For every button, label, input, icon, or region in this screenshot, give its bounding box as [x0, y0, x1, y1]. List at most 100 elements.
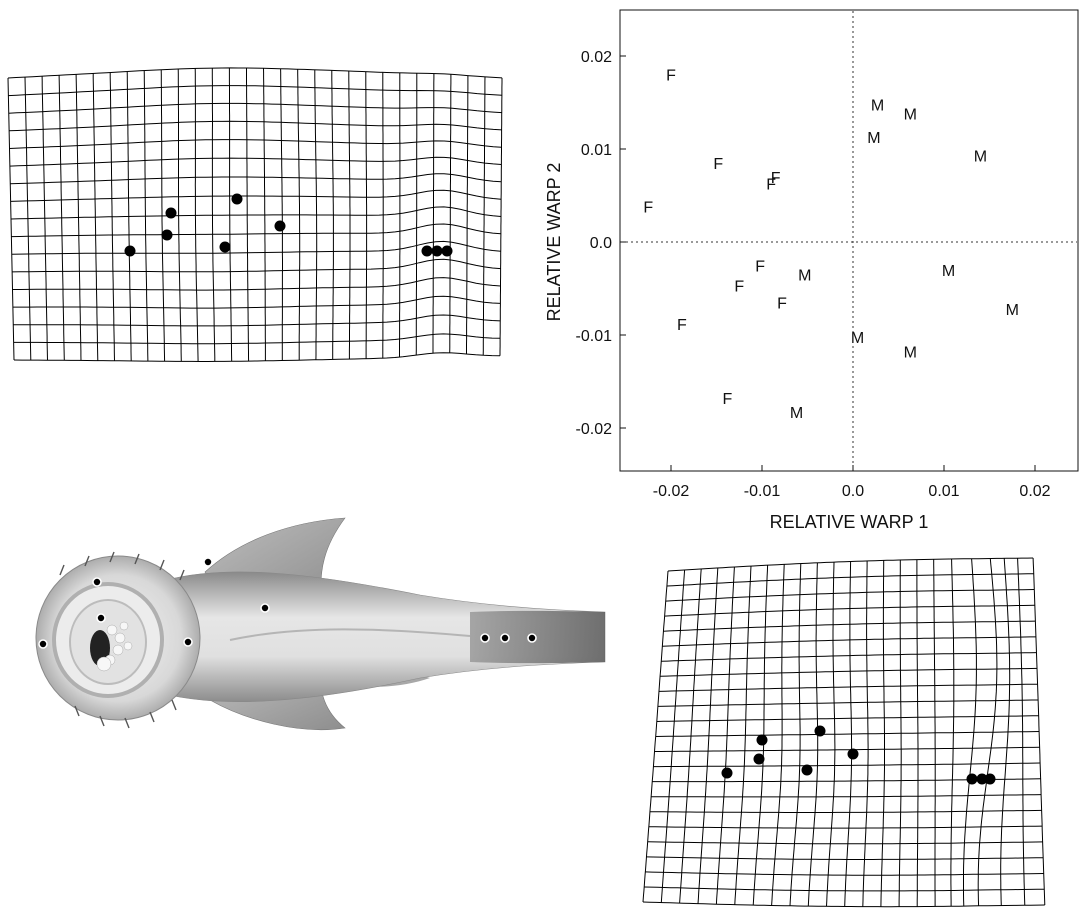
grid-line-vertical	[898, 560, 902, 907]
point-m: M	[851, 330, 864, 347]
landmark	[183, 637, 193, 647]
landmark	[203, 557, 213, 567]
landmark	[165, 207, 177, 219]
grid-line-horizontal	[8, 85, 502, 97]
landmarks-grid-negative	[124, 193, 453, 257]
landmark	[527, 633, 537, 643]
odontode-spine	[109, 551, 115, 563]
point-m: M	[871, 97, 884, 114]
belly-ridge	[229, 628, 471, 641]
odontode-spine	[159, 559, 165, 571]
grid-line-vertical	[916, 559, 919, 907]
odontode-spine	[59, 564, 65, 576]
grid-line-horizontal	[12, 277, 501, 291]
odontode-spine	[149, 711, 155, 723]
grid-line-vertical	[92, 73, 99, 361]
grid-line-vertical	[228, 68, 233, 362]
grid-line-vertical	[734, 566, 752, 905]
landmark	[421, 245, 433, 257]
landmark	[431, 245, 443, 257]
landmark	[756, 734, 768, 746]
x-axis-label: RELATIVE WARP 1	[770, 512, 929, 532]
grid-line-vertical	[58, 75, 65, 361]
grid-line-horizontal	[9, 120, 502, 132]
grid-line-vertical	[880, 560, 885, 907]
relative-warp-scatter-plot: -0.02 -0.01 0.0 0.01 0.02 0.020.010.0-0.01-0…	[544, 9, 1079, 532]
grid-line-horizontal	[8, 102, 502, 114]
x-tick-label: 0.0	[842, 483, 864, 500]
y-tick-label: 0.02	[581, 49, 612, 66]
odontode-spine	[124, 717, 130, 729]
grid-line-horizontal	[11, 240, 501, 255]
odontode-spine	[179, 569, 185, 581]
landmark	[441, 245, 453, 257]
odontode-spine	[134, 553, 140, 565]
grid-line-horizontal	[660, 667, 1038, 677]
point-m: M	[867, 130, 880, 147]
grid-line-horizontal	[10, 173, 502, 185]
odontode-spine	[74, 705, 80, 717]
grid-line-vertical	[950, 558, 955, 907]
grid-line-horizontal	[653, 762, 1041, 768]
grid-line-vertical	[715, 566, 735, 905]
y-axis-ticks: 0.02 0.01 0.0 -0.01 -0.02	[576, 49, 626, 438]
x-tick-label: 0.01	[928, 483, 959, 500]
grid-line-horizontal	[647, 841, 1043, 845]
y-tick-label: 0.0	[590, 235, 612, 252]
landmark	[260, 603, 270, 613]
grid-line-vertical	[297, 69, 301, 361]
point-f: F	[713, 156, 723, 173]
grid-line-vertical	[415, 73, 418, 356]
grid-line-vertical	[75, 74, 82, 361]
grid-line-horizontal	[662, 636, 1036, 647]
point-f: F	[755, 258, 765, 275]
grid-line-vertical	[449, 74, 452, 353]
y-axis-label: RELATIVE WARP 2	[544, 163, 564, 322]
grid-line-vertical	[109, 72, 115, 361]
x-tick-label: 0.02	[1019, 483, 1050, 500]
x-tick-label: -0.02	[653, 483, 690, 500]
grid-line-vertical	[1032, 557, 1046, 906]
grid-line-vertical	[1017, 558, 1026, 906]
point-m: M	[904, 345, 917, 362]
point-f: F	[677, 317, 687, 334]
landmark	[231, 193, 243, 205]
landmark	[92, 577, 102, 587]
point-m: M	[974, 149, 987, 166]
landmark	[161, 229, 173, 241]
grid-line-vertical	[126, 71, 132, 361]
grid-line-vertical	[862, 560, 869, 907]
grid-line-horizontal	[644, 886, 1045, 892]
grid-line-horizontal	[658, 683, 1038, 692]
point-m: M	[1006, 302, 1019, 319]
grid-line-vertical	[933, 559, 936, 907]
deformation-grid-positive	[642, 557, 1046, 908]
grid-line-vertical	[160, 69, 166, 362]
plot-frame	[619, 9, 1079, 472]
grid-line-horizontal	[10, 206, 502, 220]
grid-line-horizontal	[646, 856, 1044, 860]
landmark	[38, 639, 48, 649]
odontode-spine	[84, 555, 90, 567]
grid-line-horizontal	[9, 139, 502, 149]
grid-line-vertical	[432, 73, 435, 354]
grid-line-vertical	[482, 76, 486, 356]
grid-line-vertical	[826, 562, 836, 907]
landmark	[976, 773, 988, 785]
x-tick-label: -0.01	[744, 483, 781, 500]
landmark	[96, 613, 106, 623]
grid-line-horizontal	[645, 871, 1044, 876]
grid-line-horizontal	[12, 295, 501, 309]
grid-line-vertical	[963, 558, 977, 907]
grid-line-vertical	[844, 561, 853, 907]
landmark	[753, 753, 765, 765]
landmark	[480, 633, 490, 643]
grid-line-vertical	[177, 68, 182, 362]
grid-line-vertical	[143, 70, 149, 362]
grid-line-horizontal	[654, 746, 1040, 752]
reference-lines	[621, 11, 1077, 470]
grid-line-vertical	[246, 68, 250, 362]
landmarks-grid-positive	[721, 725, 996, 785]
grid-line-vertical	[466, 75, 469, 354]
